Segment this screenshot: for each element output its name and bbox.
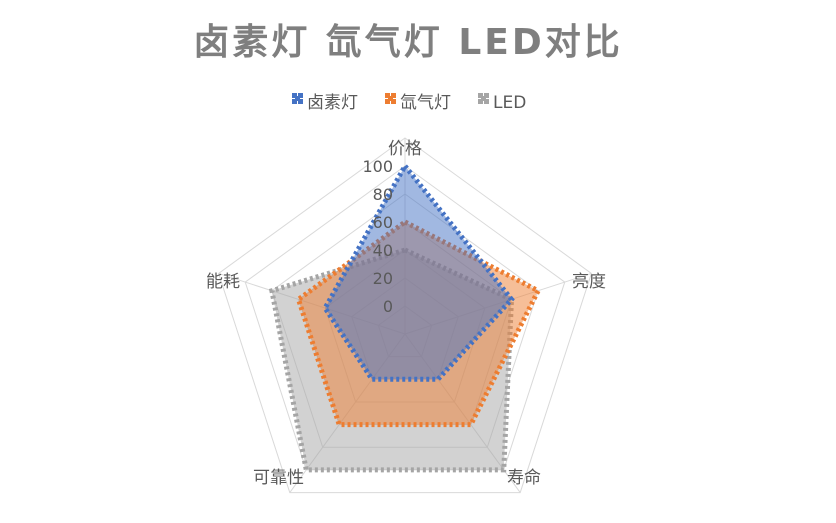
grid-ring: [218, 137, 592, 494]
tick-label: 60: [373, 213, 393, 232]
axis-label: 亮度: [572, 272, 606, 292]
legend-label: 卤素灯: [307, 93, 358, 113]
legend-marker: [385, 93, 396, 104]
legend-label: LED: [493, 93, 526, 113]
radial-tick-labels: 0 20 40 60 80 100: [362, 157, 393, 316]
tick-label: 20: [373, 269, 393, 288]
legend: 卤素灯 氙气灯 LED: [292, 93, 526, 113]
series-area-halogen: [322, 161, 515, 382]
legend-item: 氙气灯: [385, 93, 451, 113]
tick-label: 40: [373, 241, 393, 260]
axis-label: 能耗: [206, 272, 240, 292]
tick-label: 0: [383, 297, 393, 316]
tick-label: 100: [362, 157, 393, 176]
axis-label: 价格: [388, 139, 422, 159]
legend-item: 卤素灯: [292, 93, 358, 113]
chart-title: 卤素灯 氙气灯 LED对比: [193, 22, 622, 63]
legend-item: LED: [478, 93, 526, 113]
legend-marker: [292, 93, 303, 104]
tick-label: 80: [373, 185, 393, 204]
legend-label: 氙气灯: [400, 93, 451, 113]
axis-label: 可靠性: [253, 468, 304, 488]
legend-marker: [478, 93, 489, 104]
radar-series: [268, 161, 542, 473]
axis-label: 寿命: [507, 468, 541, 488]
